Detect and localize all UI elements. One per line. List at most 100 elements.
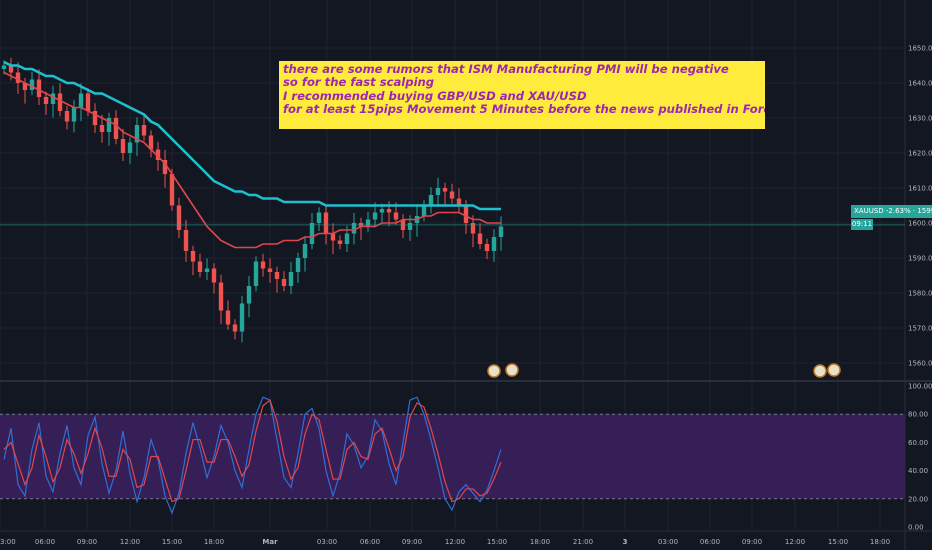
time-axis-label: 06:00	[360, 538, 380, 546]
price-axis-label: 1640.00	[908, 80, 932, 88]
oscillator-line	[3, 396, 502, 515]
price-axis-label: 1620.00	[908, 150, 932, 158]
last-price-tag: XAUUSD -2.63% · 1599.48	[851, 205, 932, 218]
time-axis-label: 15:00	[487, 538, 507, 546]
candle-body	[50, 93, 56, 104]
candle-body	[190, 251, 196, 262]
candle-body	[470, 223, 476, 234]
candle-body	[393, 212, 399, 220]
oscillator-axis-label: 100.00	[908, 383, 932, 391]
oscillator-axis-label: 80.00	[908, 411, 928, 419]
candle-body	[330, 233, 336, 241]
time-axis-label: 12:00	[120, 538, 140, 546]
candle-body	[351, 223, 357, 234]
time-axis-label: 09:00	[742, 538, 762, 546]
candle-body	[246, 286, 252, 304]
candle-body	[64, 111, 70, 122]
moving-average-line	[3, 71, 501, 249]
time-axis-label: 18:00	[204, 538, 224, 546]
candle-body	[260, 261, 266, 269]
candle-body	[176, 205, 182, 230]
time-axis-label: 15:00	[162, 538, 182, 546]
annotation-line: for at least 15pips Movement 5 Minutes b…	[283, 102, 765, 117]
candle-body	[316, 212, 322, 223]
price-axis-label: 1570.00	[908, 325, 932, 333]
candle-body	[302, 244, 308, 258]
candle-body	[232, 324, 238, 332]
candle-body	[169, 174, 175, 206]
candle-body	[491, 237, 497, 251]
oscillator-axis-label: 20.00	[908, 495, 928, 503]
price-axis-label: 1590.00	[908, 255, 932, 263]
candle-body	[85, 93, 91, 111]
candle-body	[1, 65, 7, 69]
time-axis-label: 21:00	[573, 538, 593, 546]
candle-body	[197, 261, 203, 272]
oscillator-band	[0, 414, 905, 499]
price-axis-label: 1630.00	[908, 115, 932, 123]
candle-body	[295, 258, 301, 272]
candle-body	[155, 149, 161, 160]
candle-body	[148, 135, 154, 150]
candle-body	[379, 209, 385, 213]
candle-body	[162, 160, 168, 174]
time-axis-label: 12:00	[445, 538, 465, 546]
oscillator-axis-label: 40.00	[908, 467, 928, 475]
candle-body	[267, 268, 273, 272]
time-axis-label: 3:00	[0, 538, 16, 546]
time-axis-label: 06:00	[35, 538, 55, 546]
candle-body	[365, 219, 371, 227]
candle-body	[57, 93, 63, 111]
candle-body	[113, 118, 119, 139]
annotation-line: there are some rumors that ISM Manufactu…	[283, 62, 729, 76]
news-annotation[interactable]: there are some rumors that ISM Manufactu…	[279, 61, 765, 129]
candle-body	[435, 188, 441, 195]
candle-body	[225, 310, 231, 325]
candle-body	[43, 97, 49, 104]
candle-body	[456, 198, 462, 206]
candle-body	[498, 226, 504, 237]
candle-body	[309, 223, 315, 244]
candle-body	[239, 303, 245, 332]
candle-body	[36, 79, 42, 97]
time-axis-label: 03:00	[658, 538, 678, 546]
price-axis-label: 1600.00	[908, 220, 932, 228]
candle-body	[407, 223, 413, 230]
candle-body	[204, 268, 210, 272]
candle-body	[8, 65, 14, 73]
time-axis-label: 18:00	[530, 538, 550, 546]
candle-body	[386, 209, 392, 213]
time-axis-label: 18:00	[870, 538, 890, 546]
bar-countdown-tag: 09:11	[851, 219, 873, 230]
candle-body	[22, 83, 28, 90]
time-axis-label: 03:00	[317, 538, 337, 546]
price-axis-label: 1650.00	[908, 45, 932, 53]
time-axis-label: 09:00	[77, 538, 97, 546]
candle-body	[428, 195, 434, 206]
candle-body	[274, 272, 280, 279]
time-axis-label: 09:00	[402, 538, 422, 546]
economic-event-icon	[827, 363, 841, 377]
candle-body	[141, 125, 147, 136]
candle-body	[253, 261, 259, 286]
oscillator-axis-label: 60.00	[908, 439, 928, 447]
candle-body	[288, 272, 294, 286]
candle-body	[99, 125, 105, 132]
economic-event-icon	[505, 363, 519, 377]
candle-body	[29, 79, 35, 90]
candle-body	[484, 244, 490, 251]
candle-body	[463, 205, 469, 223]
time-axis-label: 15:00	[828, 538, 848, 546]
candle-body	[127, 142, 133, 153]
candle-body	[211, 268, 217, 283]
candle-body	[442, 188, 448, 192]
candle-body	[92, 111, 98, 125]
candle-body	[106, 118, 112, 132]
candle-body	[337, 240, 343, 244]
candle-body	[134, 125, 140, 143]
annotation-line: I recommended buying GBP/USD and XAU/USD	[283, 88, 587, 103]
economic-event-icon	[813, 364, 827, 378]
price-axis-label: 1580.00	[908, 290, 932, 298]
